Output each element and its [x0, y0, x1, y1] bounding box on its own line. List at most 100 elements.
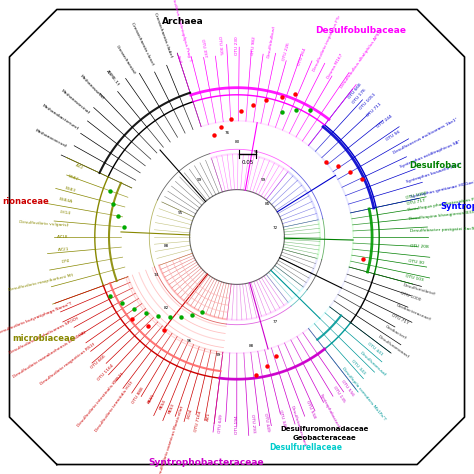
- Text: OTU 441: OTU 441: [366, 341, 383, 356]
- Text: OTU 56: OTU 56: [385, 130, 401, 142]
- Text: Syntrophobacter†: Syntrophobacter†: [319, 393, 340, 429]
- Text: Desulfobulbus†: Desulfobulbus†: [267, 24, 276, 58]
- Text: Methanosaeta†: Methanosaeta†: [79, 73, 105, 100]
- Text: Desulfotomaculum†: Desulfotomaculum†: [290, 405, 307, 447]
- Text: OTU 135: OTU 135: [332, 385, 346, 403]
- Text: Methanosarcina†: Methanosarcina†: [61, 89, 91, 115]
- Text: OTU 649: OTU 649: [218, 414, 224, 433]
- Text: OTU 208: OTU 208: [410, 244, 428, 249]
- Text: 76: 76: [225, 131, 230, 135]
- Text: Desulfopila corrodens Mb1PaᵀT: Desulfopila corrodens Mb1PaᵀT: [341, 366, 387, 421]
- Text: Geobacteraceae: Geobacteraceae: [293, 436, 356, 441]
- Text: Desulfovibrio maqriborheni M†: Desulfovibrio maqriborheni M†: [8, 273, 73, 292]
- Text: Desulfobac: Desulfobac: [410, 162, 462, 170]
- Text: OTU 556: OTU 556: [340, 380, 354, 397]
- Text: OTU 244: OTU 244: [376, 114, 393, 129]
- Text: OTU 1000: OTU 1000: [405, 191, 427, 200]
- Text: OTU 194: OTU 194: [235, 415, 239, 434]
- Text: OTU 397: OTU 397: [200, 38, 207, 58]
- Text: OTU 226: OTU 226: [283, 42, 291, 61]
- Text: OTU 30: OTU 30: [408, 259, 424, 265]
- Text: Desulfogua phosphatexidens FIP53ᵀ: Desulfogua phosphatexidens FIP53ᵀ: [408, 196, 474, 212]
- Text: 0.05: 0.05: [242, 160, 254, 165]
- Text: ANME-1†: ANME-1†: [105, 69, 120, 87]
- Text: OTU 1164: OTU 1164: [97, 364, 115, 382]
- Text: PBS4: PBS4: [158, 399, 166, 410]
- Text: OTU 449: OTU 449: [263, 412, 270, 431]
- Text: OTU 888: OTU 888: [131, 387, 145, 405]
- Text: PBS5: PBS5: [146, 393, 155, 405]
- Text: Geobacter†: Geobacter†: [384, 324, 408, 341]
- Text: Desulfovibrio manakeehensis EMS0OA†: Desulfovibrio manakeehensis EMS0OA†: [12, 329, 87, 378]
- Text: Crenarchaeota†: Crenarchaeota†: [116, 44, 137, 75]
- Text: Desulfovibrio inopinatus FYr: Desulfovibrio inopinatus FYr: [312, 15, 342, 73]
- Text: Syntrophaceae: Syntrophaceae: [441, 202, 474, 210]
- Text: OTU 1051: OTU 1051: [359, 92, 377, 110]
- Text: OTU 343: OTU 343: [350, 359, 366, 375]
- Text: Methanobacterium†: Methanobacterium†: [41, 104, 79, 131]
- Text: Crenarchaeota clone†: Crenarchaeota clone†: [130, 21, 155, 65]
- Text: Desulfurellaceae: Desulfurellaceae: [269, 444, 342, 452]
- Text: Desulfovibrio magneticus RS1†: Desulfovibrio magneticus RS1†: [40, 342, 96, 386]
- Text: Desulfuromonas†: Desulfuromonas†: [378, 335, 410, 359]
- Text: 88: 88: [248, 344, 254, 348]
- Text: 99: 99: [260, 178, 266, 182]
- Text: DP4: DP4: [62, 258, 71, 264]
- Text: OTU 668: OTU 668: [347, 83, 362, 100]
- Text: Desulfococcus multivorans 1be1ᵀ: Desulfococcus multivorans 1be1ᵀ: [393, 118, 459, 155]
- Text: AZ21: AZ21: [57, 247, 69, 252]
- Text: Syntrophobacteraceae: Syntrophobacteraceae: [148, 458, 264, 466]
- Text: Syntrophus gentianae HOGoe1ᵀ: Syntrophus gentianae HOGoe1ᵀ: [410, 180, 474, 199]
- Text: Desulfovibrio intestinalis KMS2†: Desulfovibrio intestinalis KMS2†: [76, 372, 124, 428]
- Text: BS83: BS83: [64, 186, 76, 192]
- Text: OTU 103: OTU 103: [405, 274, 424, 282]
- Text: 88: 88: [163, 245, 169, 248]
- Text: OTU 711: OTU 711: [365, 101, 382, 117]
- Text: OTU 293: OTU 293: [250, 414, 256, 433]
- Text: 72: 72: [272, 226, 278, 229]
- Text: Desulfovibrus daphnioplipus PragᵀT: Desulfovibrus daphnioplipus PragᵀT: [168, 0, 191, 61]
- Text: 99: 99: [215, 354, 221, 357]
- Text: Desulfuromonadaceae: Desulfuromonadaceae: [281, 426, 369, 432]
- Text: Archaea: Archaea: [162, 17, 203, 26]
- Text: OTU 340: OTU 340: [278, 409, 286, 428]
- Text: Crenarchaeota clade†: Crenarchaeota clade†: [153, 11, 173, 57]
- Text: AZ18: AZ18: [57, 235, 69, 239]
- Text: OTU 1000: OTU 1000: [400, 292, 421, 302]
- Text: OTU 7164: OTU 7164: [193, 410, 202, 432]
- Text: Desulfoapina khangiensis B331ᵀ: Desulfoapina khangiensis B331ᵀ: [409, 210, 474, 221]
- Text: OTU 305: OTU 305: [218, 36, 223, 55]
- Text: BS84A: BS84A: [58, 197, 73, 204]
- Text: Desulfovibrio termitidis Hi1†: Desulfovibrio termitidis Hi1†: [94, 380, 134, 432]
- Text: OTU 264: OTU 264: [298, 47, 308, 66]
- Text: PBS3: PBS3: [167, 402, 175, 414]
- Text: 99: 99: [196, 178, 202, 182]
- Text: Desulfovibrio butyratiphaga NomaᵀT: Desulfovibrio butyratiphaga NomaᵀT: [0, 302, 73, 335]
- Text: 80: 80: [234, 140, 240, 144]
- Text: Desulfovibrio vulgaris†: Desulfovibrio vulgaris†: [19, 220, 69, 227]
- Text: microbiaceae: microbiaceae: [12, 335, 75, 343]
- Text: Desulfovibrio oxamicus Monticello†: Desulfovibrio oxamicus Monticello†: [156, 405, 184, 474]
- Text: Geobacteraceae†: Geobacteraceae†: [395, 303, 432, 321]
- Text: Methanococcus†: Methanococcus†: [35, 128, 68, 149]
- Text: Syntrophus aciditrophicus SBᵀ: Syntrophus aciditrophicus SBᵀ: [400, 140, 462, 169]
- Text: Desulfobulbaceae: Desulfobulbaceae: [315, 27, 406, 35]
- Text: OTU 230: OTU 230: [235, 36, 239, 55]
- Text: 85: 85: [265, 202, 271, 206]
- Text: Desulfovibrio alcoholivorans SPOO†: Desulfovibrio alcoholivorans SPOO†: [9, 316, 80, 355]
- Text: 96: 96: [187, 339, 192, 343]
- Text: Desma M167: Desma M167: [327, 54, 344, 80]
- Text: OTU 666: OTU 666: [90, 355, 106, 370]
- Text: Desulfobulbus alkaliphilus APS1ᵀ: Desulfobulbus alkaliphilus APS1ᵀ: [340, 28, 384, 89]
- Text: 82: 82: [163, 306, 169, 310]
- Text: OTU 717: OTU 717: [406, 199, 426, 206]
- Text: 77: 77: [272, 320, 278, 324]
- Text: 91: 91: [254, 150, 258, 154]
- Text: OTU 982: OTU 982: [251, 36, 256, 55]
- Text: Desulfobacter postgatei 2ac9ᵀ: Desulfobacter postgatei 2ac9ᵀ: [410, 227, 474, 233]
- Text: BS82: BS82: [68, 174, 80, 182]
- Text: LH14: LH14: [59, 210, 71, 216]
- Text: OTU 558: OTU 558: [305, 400, 316, 419]
- Text: 95: 95: [177, 211, 183, 215]
- Text: Desulfuromusa†: Desulfuromusa†: [359, 350, 387, 377]
